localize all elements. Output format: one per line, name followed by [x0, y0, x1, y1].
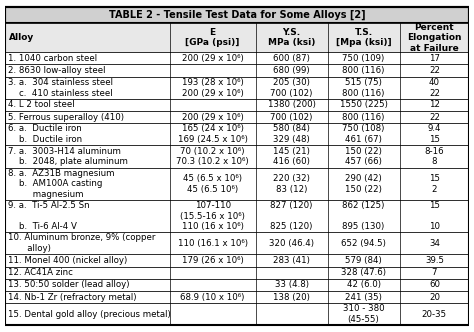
Text: 241 (35): 241 (35): [345, 292, 382, 301]
Text: 328 (47.6): 328 (47.6): [341, 268, 386, 277]
Bar: [5, 168, 469, 200]
Text: 9. a.  Ti-5 Al-2.5 Sn

    b.  Ti-6 Al-4 V: 9. a. Ti-5 Al-2.5 Sn b. Ti-6 Al-4 V: [9, 201, 90, 231]
Text: 20: 20: [429, 292, 440, 301]
Text: 70 (10.2 x 10⁶)
70.3 (10.2 x 10⁶): 70 (10.2 x 10⁶) 70.3 (10.2 x 10⁶): [176, 147, 249, 166]
Text: 11. Monel 400 (nickel alloy): 11. Monel 400 (nickel alloy): [9, 256, 128, 265]
Bar: [5, 77, 469, 99]
Text: 22: 22: [429, 66, 440, 75]
Text: 8-16
8: 8-16 8: [425, 147, 444, 166]
Text: 1. 1040 carbon steel: 1. 1040 carbon steel: [9, 54, 98, 63]
Text: 7: 7: [432, 268, 437, 277]
Text: 17: 17: [429, 54, 440, 63]
Bar: [5, 267, 469, 279]
Text: 10. Aluminum bronze, 9% (copper
       alloy): 10. Aluminum bronze, 9% (copper alloy): [9, 233, 156, 253]
Text: 107-110
(15.5-16 x 10⁶)
110 (16 x 10⁶): 107-110 (15.5-16 x 10⁶) 110 (16 x 10⁶): [180, 201, 245, 231]
Bar: [5, 52, 469, 64]
Text: 515 (75)
800 (116): 515 (75) 800 (116): [342, 78, 385, 98]
Text: 15
2: 15 2: [429, 174, 440, 194]
Text: 750 (108)
461 (67): 750 (108) 461 (67): [342, 124, 385, 144]
Text: 14. Nb-1 Zr (refractory metal): 14. Nb-1 Zr (refractory metal): [9, 292, 137, 301]
Bar: [5, 279, 469, 291]
Text: 165 (24 x 10⁶)
169 (24.5 x 10⁶): 165 (24 x 10⁶) 169 (24.5 x 10⁶): [178, 124, 247, 144]
Text: Y.S.
MPa (ksi): Y.S. MPa (ksi): [268, 28, 315, 47]
Text: T.S.
[Mpa (ksi)]: T.S. [Mpa (ksi)]: [336, 28, 392, 47]
Text: 2. 8630 low-alloy steel: 2. 8630 low-alloy steel: [9, 66, 106, 75]
Text: 652 (94.5): 652 (94.5): [341, 239, 386, 248]
Text: 800 (116): 800 (116): [342, 66, 385, 75]
Text: 42 (6.0): 42 (6.0): [346, 281, 381, 290]
Text: 15

10: 15 10: [429, 201, 440, 231]
Text: 220 (32)
83 (12): 220 (32) 83 (12): [273, 174, 310, 194]
Text: 310 - 380
(45-55): 310 - 380 (45-55): [343, 304, 384, 324]
Text: 200 (29 x 10⁶): 200 (29 x 10⁶): [182, 54, 244, 63]
Text: E
[GPa (psi)]: E [GPa (psi)]: [185, 28, 240, 47]
Text: 110 (16.1 x 10⁶): 110 (16.1 x 10⁶): [178, 239, 247, 248]
Bar: [5, 7, 469, 23]
Text: 45 (6.5 x 10⁶)
45 (6.5 10⁶): 45 (6.5 x 10⁶) 45 (6.5 10⁶): [183, 174, 242, 194]
Text: 283 (41): 283 (41): [273, 256, 310, 265]
Text: 680 (99): 680 (99): [273, 66, 310, 75]
Text: 600 (87): 600 (87): [273, 54, 310, 63]
Text: 8. a.  AZ31B magnesium
    b.  AM100A casting
         magnesium: 8. a. AZ31B magnesium b. AM100A casting …: [9, 169, 115, 199]
Text: 12. AC41A zinc: 12. AC41A zinc: [9, 268, 73, 277]
Bar: [5, 99, 469, 111]
Bar: [5, 123, 469, 145]
Text: 200 (29 x 10⁶): 200 (29 x 10⁶): [182, 113, 244, 122]
Text: 1550 (225): 1550 (225): [340, 101, 388, 110]
Text: 700 (102): 700 (102): [270, 113, 313, 122]
Text: 40
22: 40 22: [429, 78, 440, 98]
Bar: [5, 254, 469, 267]
Text: 13. 50:50 solder (lead alloy): 13. 50:50 solder (lead alloy): [9, 281, 130, 290]
Text: 179 (26 x 10⁶): 179 (26 x 10⁶): [182, 256, 244, 265]
Text: 150 (22)
457 (66): 150 (22) 457 (66): [345, 147, 382, 166]
Bar: [5, 145, 469, 168]
Text: 290 (42)
150 (22): 290 (42) 150 (22): [345, 174, 382, 194]
Text: 33 (4.8): 33 (4.8): [274, 281, 309, 290]
Text: 862 (125)

895 (130): 862 (125) 895 (130): [342, 201, 385, 231]
Text: 320 (46.4): 320 (46.4): [269, 239, 314, 248]
Text: 22: 22: [429, 113, 440, 122]
Text: TABLE 2 - Tensile Test Data for Some Alloys [2]: TABLE 2 - Tensile Test Data for Some All…: [109, 10, 365, 20]
Text: 34: 34: [429, 239, 440, 248]
Bar: [5, 23, 469, 52]
Text: 7. a.  3003-H14 aluminum
    b.  2048, plate aluminum: 7. a. 3003-H14 aluminum b. 2048, plate a…: [9, 147, 128, 166]
Text: 5. Ferrous superalloy (410): 5. Ferrous superalloy (410): [9, 113, 125, 122]
Text: 800 (116): 800 (116): [342, 113, 385, 122]
Text: 145 (21)
416 (60): 145 (21) 416 (60): [273, 147, 310, 166]
Text: Alloy: Alloy: [9, 33, 34, 42]
Text: 205 (30)
700 (102): 205 (30) 700 (102): [270, 78, 313, 98]
Text: 3. a.  304 stainless steel
    c.  410 stainless steel: 3. a. 304 stainless steel c. 410 stainle…: [9, 78, 113, 98]
Bar: [5, 291, 469, 303]
Text: Percent
Elongation
at Failure: Percent Elongation at Failure: [407, 23, 462, 53]
Text: 60: 60: [429, 281, 440, 290]
Text: 193 (28 x 10⁶)
200 (29 x 10⁶): 193 (28 x 10⁶) 200 (29 x 10⁶): [182, 78, 244, 98]
Text: 68.9 (10 x 10⁶): 68.9 (10 x 10⁶): [181, 292, 245, 301]
Bar: [5, 303, 469, 325]
Text: 9.4
15: 9.4 15: [428, 124, 441, 144]
Text: 579 (84): 579 (84): [345, 256, 382, 265]
Text: 750 (109): 750 (109): [342, 54, 385, 63]
Text: 20-35: 20-35: [422, 310, 447, 319]
Bar: [5, 111, 469, 123]
Text: 580 (84)
329 (48): 580 (84) 329 (48): [273, 124, 310, 144]
Bar: [5, 64, 469, 77]
Text: 1380 (200): 1380 (200): [268, 101, 316, 110]
Text: 6. a.  Ductile iron
    b.  Ductile iron: 6. a. Ductile iron b. Ductile iron: [9, 124, 82, 144]
Text: 12: 12: [429, 101, 440, 110]
Bar: [5, 232, 469, 254]
Text: 15. Dental gold alloy (precious metal): 15. Dental gold alloy (precious metal): [9, 310, 171, 319]
Text: 138 (20): 138 (20): [273, 292, 310, 301]
Bar: [5, 200, 469, 232]
Text: 827 (120)

825 (120): 827 (120) 825 (120): [270, 201, 313, 231]
Text: 4. L 2 tool steel: 4. L 2 tool steel: [9, 101, 75, 110]
Text: 39.5: 39.5: [425, 256, 444, 265]
